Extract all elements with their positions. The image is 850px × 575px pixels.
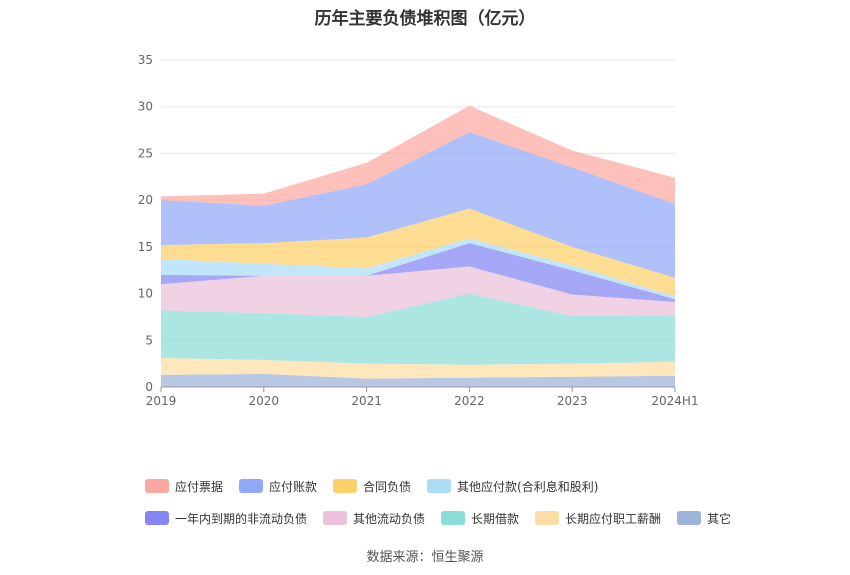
stacked-area-chart: 0 5 10 15 20 25 30 35 2019 2020 2021 2022 2023 2024H1 <box>138 53 699 408</box>
area-一年内到期的非流动负债 <box>161 243 675 302</box>
y-tick-label: 20 <box>138 193 153 207</box>
legend-label: 合同负债 <box>363 479 412 494</box>
area-长期借款 <box>161 293 675 365</box>
legend-item[interactable]: 其他应付款(合利息和股利) <box>427 478 598 495</box>
legend-swatch <box>323 511 348 525</box>
x-tick-label: 2020 <box>249 394 280 408</box>
chart-title: 历年主要负债堆积图（亿元） <box>314 9 536 29</box>
legend-item[interactable]: 其它 <box>677 510 731 527</box>
y-tick-label: 30 <box>138 100 153 114</box>
y-tick-label: 5 <box>145 333 153 347</box>
area-其他应付款(合利息和股利) <box>161 238 675 300</box>
legend-swatch <box>427 479 452 493</box>
legend-row: 应付票据 应付账款 合同负债 其他应付款(合利息和股利) <box>145 470 765 502</box>
legend-item[interactable]: 一年内到期的非流动负债 <box>145 510 307 527</box>
area-应付票据 <box>161 105 675 206</box>
legend-label: 其他流动负债 <box>353 511 426 526</box>
legend-item[interactable]: 长期应付职工薪酬 <box>535 510 661 527</box>
legend-label: 应付账款 <box>269 479 318 494</box>
legend-row: 一年内到期的非流动负债 其他流动负债 长期借款 长期应付职工薪酬 其它 <box>145 502 765 534</box>
legend-item[interactable]: 合同负债 <box>333 478 411 495</box>
legend-swatch <box>677 511 702 525</box>
x-tick-label: 2021 <box>351 394 382 408</box>
legend-label: 长期应付职工薪酬 <box>565 511 662 526</box>
legend-label: 长期借款 <box>471 511 520 526</box>
legend-swatch <box>441 511 466 525</box>
area-其它 <box>161 373 675 387</box>
y-tick-label: 10 <box>138 287 153 301</box>
legend-label: 应付票据 <box>175 479 224 494</box>
legend-swatch <box>145 511 169 525</box>
y-tick-label: 25 <box>138 146 153 160</box>
legend-swatch <box>333 479 358 493</box>
legend-item[interactable]: 应付票据 <box>145 478 223 495</box>
legend-label: 其他应付款(合利息和股利) <box>457 479 599 494</box>
area-合同负债 <box>161 208 675 297</box>
data-source: 数据来源：恒生聚源 <box>366 550 484 565</box>
legend-swatch <box>239 479 264 493</box>
legend-label: 其它 <box>707 511 732 526</box>
x-tick-label: 2023 <box>557 394 588 408</box>
legend-swatch <box>535 511 560 525</box>
x-tick-label: 2024H1 <box>651 394 698 408</box>
area-其他流动负债 <box>161 266 675 317</box>
x-tick-label: 2022 <box>454 394 485 408</box>
y-tick-label: 35 <box>138 53 153 67</box>
x-tick-label: 2019 <box>146 394 177 408</box>
area-应付账款 <box>161 131 675 278</box>
legend: 应付票据 应付账款 合同负债 其他应付款(合利息和股利) 一年内到期的非流动负债 其他流动… <box>145 470 765 534</box>
legend-label: 一年内到期的非流动负债 <box>175 511 308 526</box>
legend-item[interactable]: 其他流动负债 <box>323 510 425 527</box>
y-tick-label: 0 <box>145 380 153 394</box>
y-tick-label: 15 <box>138 240 153 254</box>
legend-item[interactable]: 应付账款 <box>239 478 317 495</box>
legend-swatch <box>145 479 169 493</box>
legend-item[interactable]: 长期借款 <box>441 510 519 527</box>
area-长期应付职工薪酬 <box>161 358 675 379</box>
